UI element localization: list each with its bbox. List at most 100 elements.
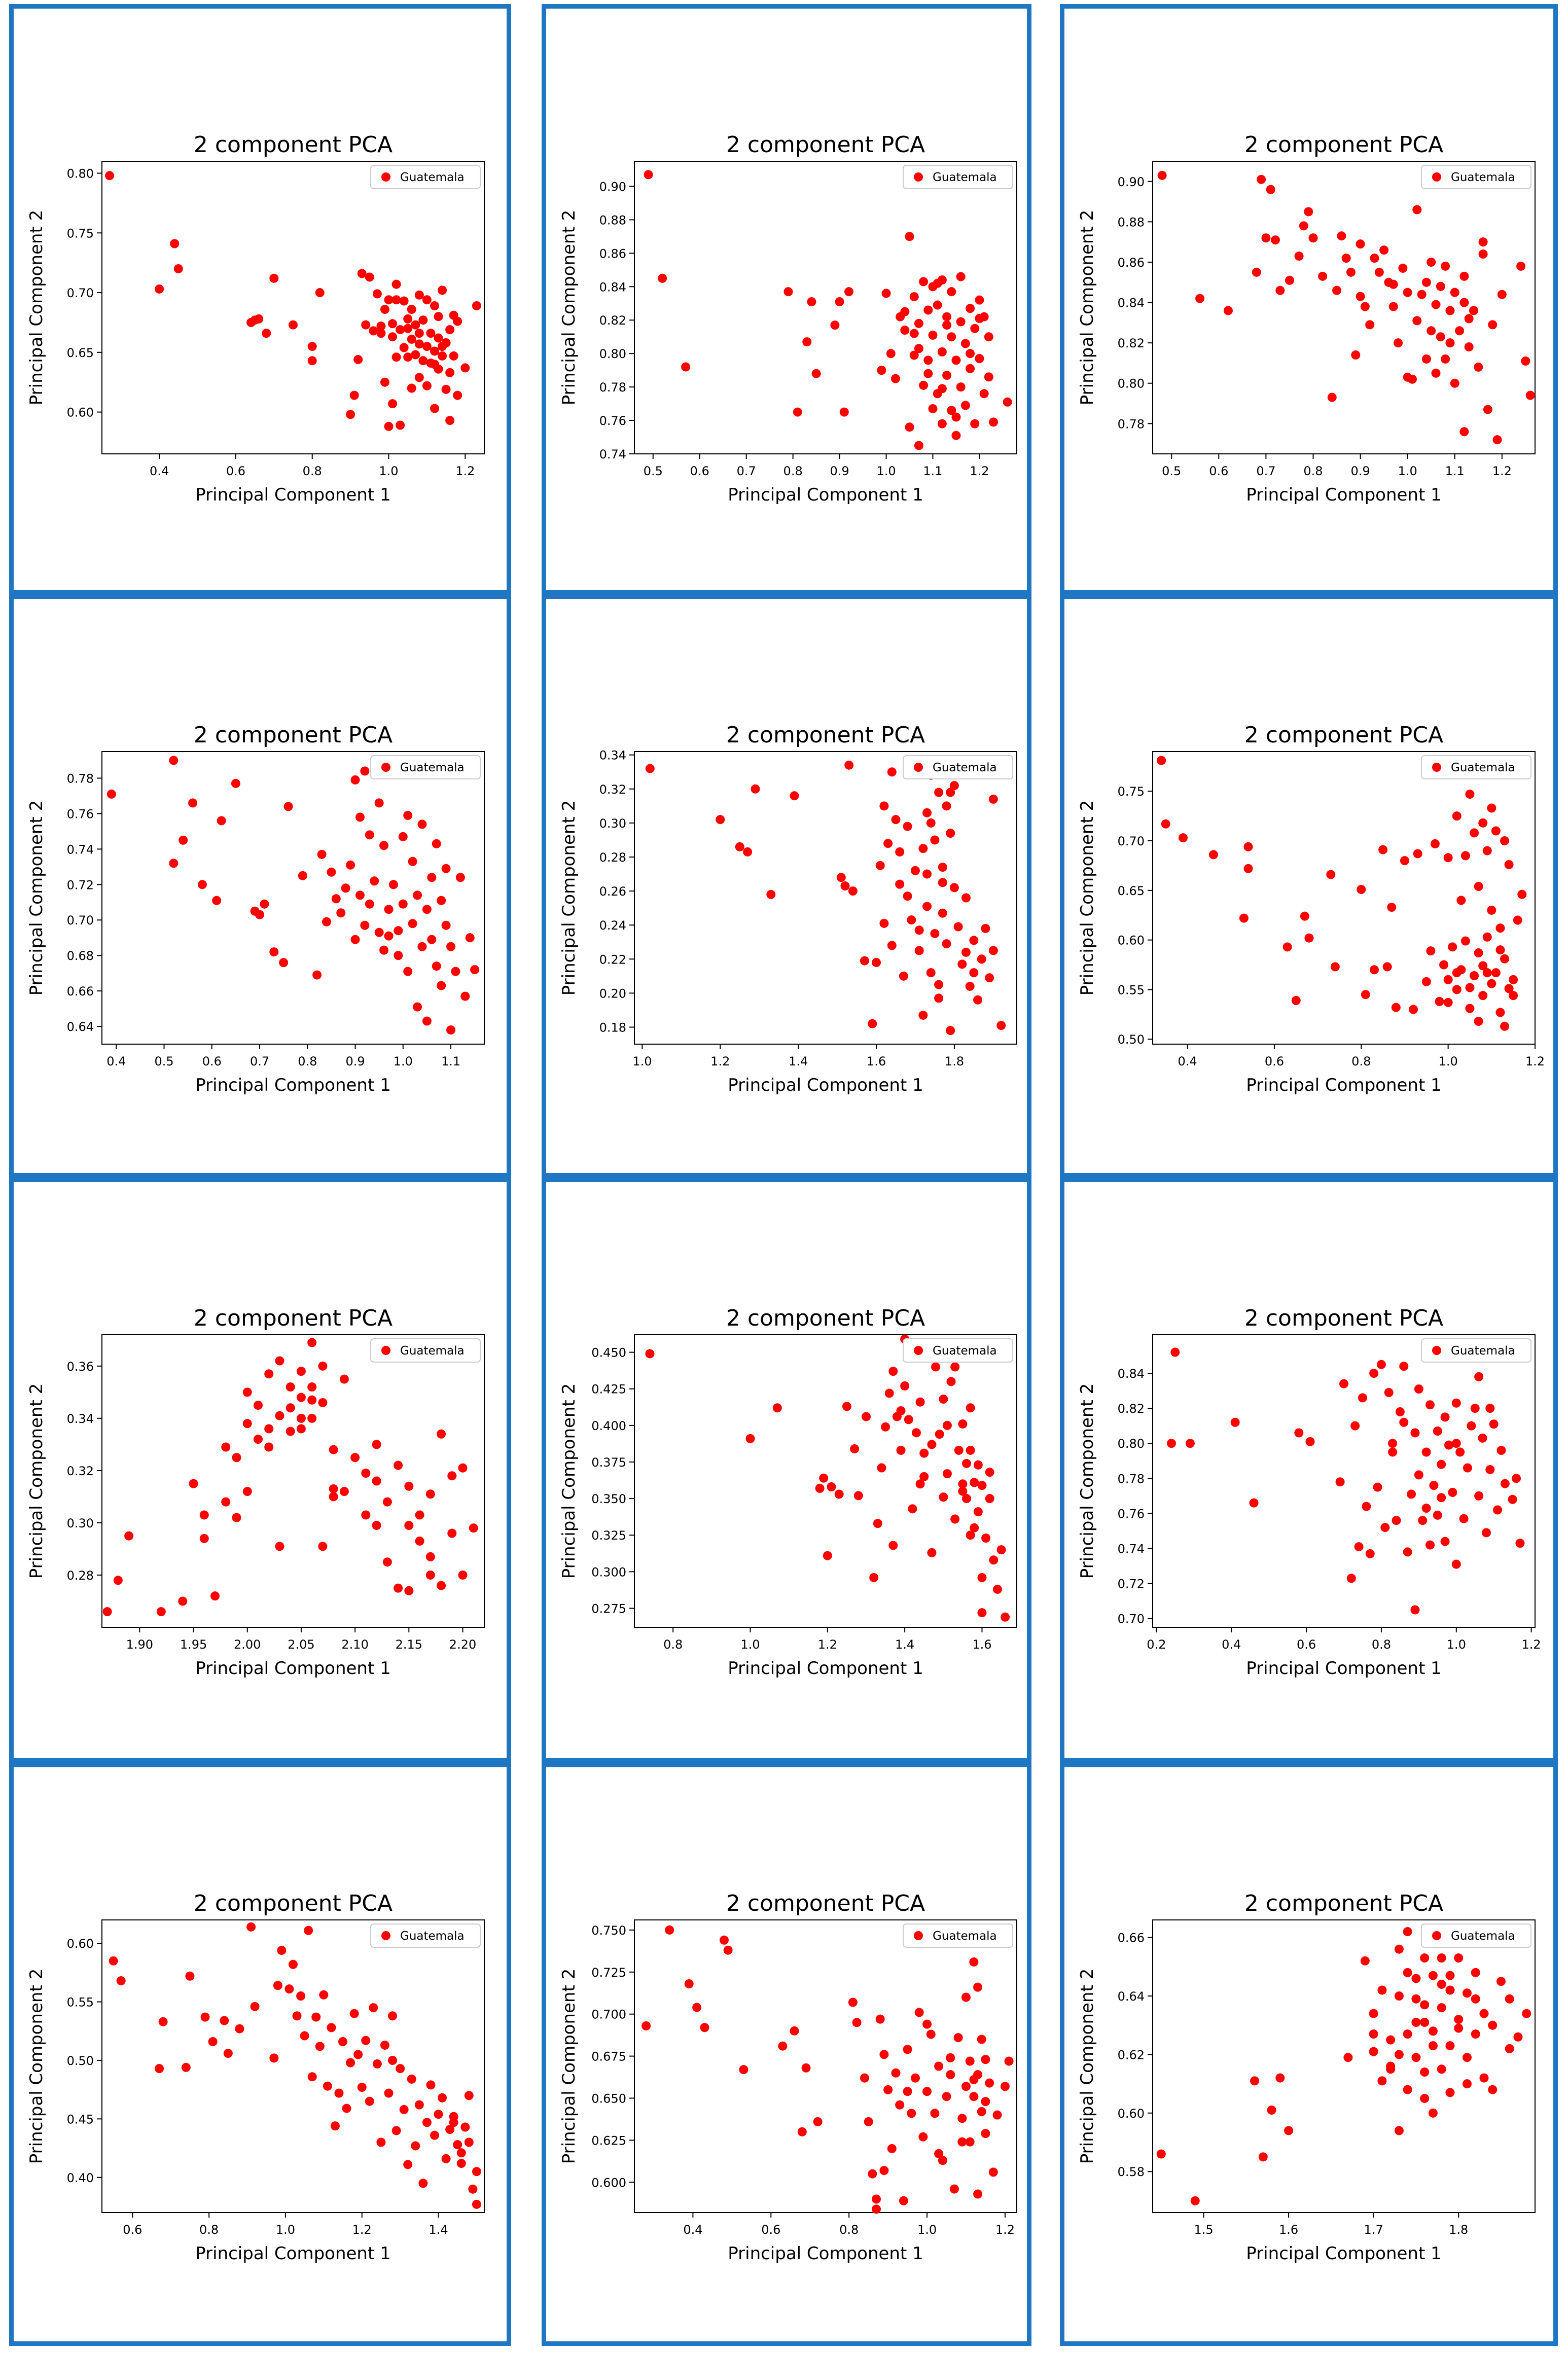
- data-point: [961, 947, 971, 957]
- data-point: [1469, 306, 1478, 315]
- data-point: [327, 2023, 336, 2033]
- data-point: [327, 867, 336, 877]
- data-point: [947, 406, 956, 415]
- x-axis-label: Principal Component 1: [728, 485, 923, 505]
- data-point: [879, 2166, 889, 2176]
- data-point: [1478, 818, 1488, 828]
- data-point: [793, 407, 802, 417]
- legend-box: [1421, 165, 1531, 189]
- data-point: [391, 352, 401, 362]
- y-tick-label: 0.30: [67, 1516, 94, 1530]
- data-point: [269, 273, 279, 283]
- legend-label: Guatemala: [400, 1344, 465, 1358]
- data-point: [360, 766, 370, 776]
- data-point: [1517, 889, 1527, 899]
- data-point: [1421, 977, 1431, 986]
- data-point: [1496, 1977, 1506, 1986]
- y-tick-label: 0.66: [1118, 1931, 1145, 1945]
- data-point: [1354, 1542, 1364, 1552]
- legend-label: Guatemala: [1451, 1344, 1515, 1358]
- data-point: [235, 2024, 244, 2034]
- legend-box: [903, 1923, 1013, 1948]
- data-point: [1427, 326, 1436, 336]
- data-point: [350, 775, 360, 785]
- data-point: [1456, 896, 1466, 905]
- data-point: [1350, 1421, 1360, 1431]
- data-point: [899, 971, 908, 981]
- data-point: [928, 330, 938, 340]
- data-point: [1330, 962, 1340, 972]
- data-point: [286, 1427, 295, 1436]
- data-point: [1357, 884, 1366, 894]
- data-point: [407, 383, 416, 393]
- data-point: [1410, 1605, 1420, 1615]
- data-point: [264, 1424, 274, 1434]
- y-tick-label: 0.62: [1118, 2048, 1145, 2062]
- x-tick-label: 1.1: [1445, 464, 1465, 478]
- chart-title: 2 component PCA: [726, 132, 925, 158]
- data-point: [1394, 2050, 1404, 2059]
- x-tick-label: 2.05: [288, 1637, 314, 1652]
- data-point: [398, 899, 408, 909]
- data-point: [391, 279, 401, 289]
- data-point: [275, 1356, 284, 1366]
- data-point: [977, 1608, 987, 1618]
- data-point: [910, 866, 920, 875]
- data-point: [438, 351, 447, 361]
- data-point: [376, 329, 386, 338]
- data-point: [1467, 1421, 1476, 1431]
- data-point: [961, 2082, 971, 2091]
- data-point: [357, 2083, 367, 2092]
- data-point: [981, 1534, 991, 1543]
- data-point: [1157, 756, 1166, 765]
- data-point: [966, 1445, 975, 1455]
- data-point: [404, 1521, 414, 1530]
- data-point: [374, 928, 384, 937]
- data-point: [996, 1545, 1006, 1555]
- data-point: [1440, 1412, 1450, 1422]
- data-point: [418, 2179, 428, 2188]
- data-point: [1337, 231, 1346, 241]
- data-point: [848, 886, 858, 896]
- data-point: [842, 1402, 851, 1411]
- data-point: [242, 1387, 252, 1397]
- y-tick-label: 0.24: [599, 918, 626, 933]
- data-point: [1380, 1523, 1390, 1532]
- y-tick-label: 0.32: [67, 1464, 94, 1478]
- data-point: [942, 320, 952, 330]
- data-point: [1470, 1404, 1480, 1413]
- data-point: [1377, 1985, 1387, 1995]
- x-axis-label: Principal Component 1: [728, 1658, 923, 1679]
- data-point: [907, 2109, 916, 2118]
- y-tick-label: 0.28: [67, 1568, 94, 1583]
- data-point: [1441, 261, 1450, 271]
- data-point: [985, 1468, 994, 1477]
- x-tick-label: 1.1: [923, 464, 942, 478]
- data-point: [975, 313, 984, 323]
- chart-title: 2 component PCA: [194, 132, 393, 158]
- data-point: [1460, 851, 1470, 861]
- data-point: [942, 2092, 951, 2101]
- data-point: [113, 1576, 123, 1585]
- data-point: [939, 1394, 948, 1404]
- x-tick-label: 0.5: [1162, 464, 1181, 478]
- x-tick-label: 1.90: [126, 1637, 153, 1652]
- data-point: [1421, 1447, 1431, 1457]
- legend-label: Guatemala: [933, 761, 997, 774]
- data-point: [975, 354, 984, 364]
- data-point: [427, 935, 437, 944]
- data-point: [1459, 427, 1469, 437]
- data-point: [1450, 378, 1459, 388]
- data-point: [353, 2050, 363, 2059]
- data-point: [445, 2125, 455, 2134]
- y-tick-label: 0.70: [1118, 834, 1145, 848]
- data-point: [1474, 1491, 1484, 1501]
- data-point: [1004, 2056, 1014, 2066]
- data-point: [946, 2053, 955, 2062]
- data-point: [169, 859, 179, 868]
- x-axis-label: Principal Component 1: [1246, 485, 1442, 505]
- data-point: [396, 325, 405, 335]
- legend-marker: [381, 1346, 390, 1355]
- data-point: [221, 1497, 231, 1507]
- data-point: [965, 2056, 975, 2066]
